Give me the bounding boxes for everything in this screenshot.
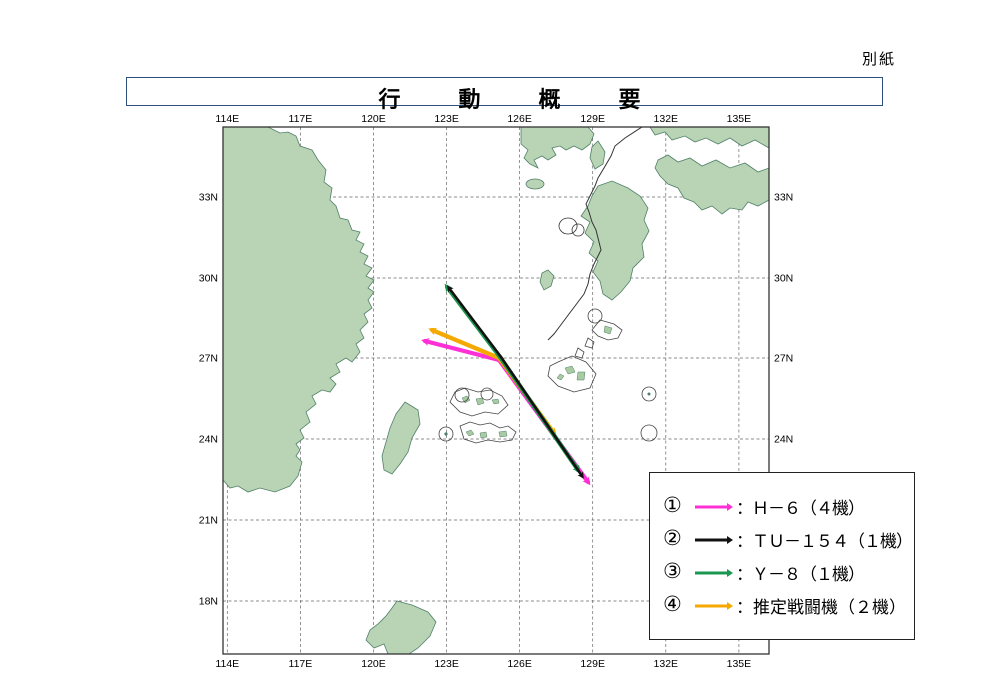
- svg-text:117E: 117E: [289, 113, 313, 125]
- svg-text:135E: 135E: [727, 113, 752, 125]
- svg-text:30N: 30N: [774, 273, 793, 285]
- svg-text:21N: 21N: [199, 515, 218, 527]
- svg-text:18N: 18N: [199, 596, 218, 608]
- svg-text:114E: 114E: [215, 113, 239, 125]
- svg-text:27N: 27N: [199, 353, 218, 365]
- svg-text:132E: 132E: [654, 113, 679, 125]
- svg-text:129E: 129E: [580, 658, 605, 670]
- svg-text:126E: 126E: [507, 113, 532, 125]
- svg-text:120E: 120E: [361, 113, 386, 125]
- svg-text:135E: 135E: [727, 658, 752, 670]
- svg-text:27N: 27N: [774, 353, 793, 365]
- svg-text:129E: 129E: [580, 113, 605, 125]
- svg-text:132E: 132E: [654, 658, 679, 670]
- svg-text:123E: 123E: [434, 113, 459, 125]
- svg-text:24N: 24N: [774, 434, 793, 446]
- svg-text:126E: 126E: [507, 658, 532, 670]
- svg-text:123E: 123E: [434, 658, 459, 670]
- svg-text:24N: 24N: [199, 434, 218, 446]
- svg-text:120E: 120E: [361, 658, 386, 670]
- svg-text:117E: 117E: [289, 658, 313, 670]
- svg-text:33N: 33N: [199, 192, 218, 204]
- svg-text:114E: 114E: [215, 658, 239, 670]
- svg-text:33N: 33N: [774, 192, 793, 204]
- svg-text:30N: 30N: [199, 273, 218, 285]
